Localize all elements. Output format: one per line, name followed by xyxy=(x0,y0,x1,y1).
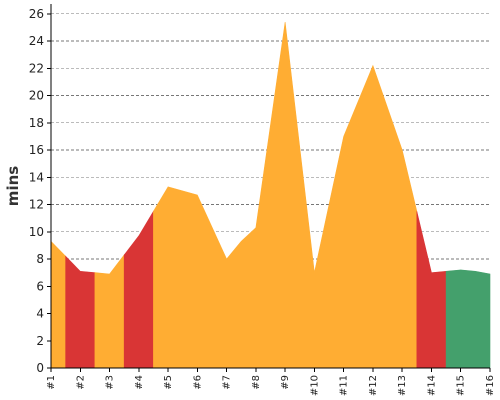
x-tick-label-2: #2 xyxy=(75,375,86,390)
y-axis-title: mins xyxy=(4,166,22,206)
y-tick-label-10: 10 xyxy=(29,225,44,239)
y-tick-label-16: 16 xyxy=(29,143,44,157)
x-tick-label-9: #9 xyxy=(280,375,291,390)
area-segment-7 xyxy=(445,269,491,369)
y-tick-label-8: 8 xyxy=(36,252,44,266)
y-tick-label-18: 18 xyxy=(29,116,44,130)
area-segment-4 xyxy=(123,210,154,369)
y-tick-label-2: 2 xyxy=(36,334,44,348)
x-tick-label-7: #7 xyxy=(222,375,233,390)
y-tick-label-24: 24 xyxy=(29,34,44,48)
area-segment-1 xyxy=(50,240,66,369)
area-segment-6 xyxy=(416,211,447,369)
x-tick-label-16: #16 xyxy=(485,375,496,396)
area-segment-5 xyxy=(153,21,418,369)
x-tick-label-1: #1 xyxy=(46,375,57,390)
y-tick-label-20: 20 xyxy=(29,89,44,103)
y-tick-label-4: 4 xyxy=(36,307,44,321)
y-tick-label-6: 6 xyxy=(36,279,44,293)
x-tick-label-15: #15 xyxy=(456,375,467,396)
x-tick-label-12: #12 xyxy=(368,375,379,396)
area-segment-3 xyxy=(94,254,125,369)
x-tick-label-6: #6 xyxy=(192,375,203,390)
x-tick-label-3: #3 xyxy=(105,375,116,390)
y-tick-label-14: 14 xyxy=(29,170,44,184)
x-tick-label-5: #5 xyxy=(163,375,174,390)
axes xyxy=(47,4,491,372)
x-tick-label-10: #10 xyxy=(309,375,320,396)
x-tick-label-13: #13 xyxy=(397,375,408,396)
x-tick-label-11: #11 xyxy=(339,375,350,396)
x-tick-label-4: #4 xyxy=(134,375,145,390)
area-segment-2 xyxy=(65,255,96,369)
y-tick-label-22: 22 xyxy=(29,61,44,75)
area-series xyxy=(50,21,491,369)
y-tick-label-26: 26 xyxy=(29,7,44,21)
y-tick-label-12: 12 xyxy=(29,198,44,212)
y-tick-label-0: 0 xyxy=(36,361,44,375)
x-tick-label-8: #8 xyxy=(251,375,262,390)
x-tick-label-14: #14 xyxy=(426,375,437,396)
